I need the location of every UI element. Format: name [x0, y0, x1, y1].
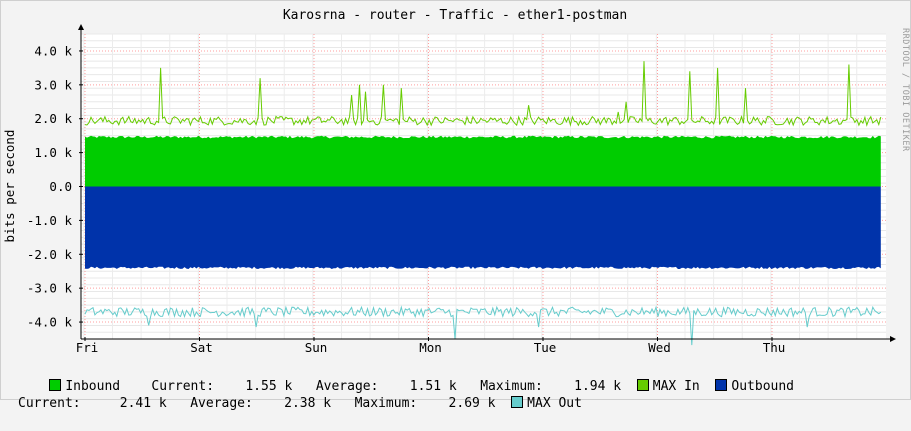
outbound-average: 2.38 k	[284, 396, 332, 411]
y-tick-label: -1.0 k	[27, 213, 73, 228]
y-axis-arrow	[78, 24, 84, 30]
outbound-current: 2.41 k	[119, 396, 167, 411]
x-tick-label: Wed	[648, 340, 671, 355]
x-tick-label: Mon	[419, 340, 442, 355]
y-tick-label: 2.0 k	[34, 111, 72, 126]
series-areas	[84, 61, 882, 346]
outbound-average-label: Average:	[190, 396, 253, 411]
outbound-area	[85, 186, 881, 269]
y-tick-label: -3.0 k	[27, 281, 73, 296]
y-tick-labels: 4.0 k 3.0 k 2.0 k 1.0 k 0.0 -1.0 k -2.0 k -3.0 …	[27, 43, 73, 329]
max-in-name: MAX In	[652, 379, 700, 394]
max-in-line	[84, 61, 882, 127]
y-tick-label: 4.0 k	[34, 43, 72, 58]
legend: Inbound Current: 1.55 k Average: 1.51 k …	[0, 358, 911, 412]
inbound-name: Inbound	[65, 379, 121, 394]
inbound-swatch	[49, 379, 62, 391]
inbound-maximum: 1.94 k	[574, 379, 622, 394]
outbound-current-label: Current:	[18, 396, 81, 411]
x-axis-arrow	[890, 336, 896, 342]
outbound-maximum-label: Maximum:	[354, 396, 418, 411]
inbound-current: 1.55 k	[245, 379, 293, 394]
y-tick-label: 1.0 k	[34, 145, 72, 160]
max-out-line	[84, 305, 882, 346]
x-tick-label: Fri	[76, 340, 99, 355]
inbound-average-label: Average:	[315, 379, 379, 394]
legend-row-1: Inbound Current: 1.55 k Average: 1.51 k …	[18, 360, 794, 394]
inbound-area	[85, 135, 881, 187]
inbound-current-label: Current:	[151, 379, 215, 394]
axes	[78, 24, 896, 342]
outbound-swatch	[715, 379, 728, 391]
outbound-maximum: 2.69 k	[448, 396, 496, 411]
chart-title: Karosrna - router - Traffic - ether1-pos…	[283, 8, 627, 23]
x-tick-labels: Fri Sat Sun Mon Tue Wed Thu	[76, 340, 786, 355]
x-tick-label: Sun	[305, 340, 328, 355]
x-tick-label: Sat	[190, 340, 213, 355]
max-out-name: MAX Out	[527, 396, 582, 411]
y-axis-label: bits per second	[2, 130, 17, 243]
legend-row-2: Current: 2.41 k Average: 2.38 k Maximum:…	[18, 377, 582, 411]
max-in-swatch	[636, 379, 649, 391]
inbound-maximum-label: Maximum:	[480, 379, 543, 394]
traffic-graph: 4.0 k 3.0 k 2.0 k 1.0 k 0.0 -1.0 k -2.0 k -3.0 …	[0, 0, 911, 400]
y-tick-label: -4.0 k	[27, 315, 73, 330]
inbound-average: 1.51 k	[409, 379, 457, 394]
rrdtool-watermark: RRDTOOL / TOBI OETIKER	[900, 28, 910, 152]
x-tick-label: Thu	[763, 340, 786, 355]
y-tick-label: -2.0 k	[27, 247, 73, 262]
y-tick-label: 3.0 k	[34, 77, 72, 92]
x-tick-label: Tue	[534, 340, 557, 355]
outbound-name: Outbound	[731, 379, 795, 394]
max-out-swatch	[511, 396, 524, 408]
y-tick-label: 0.0	[49, 179, 72, 194]
